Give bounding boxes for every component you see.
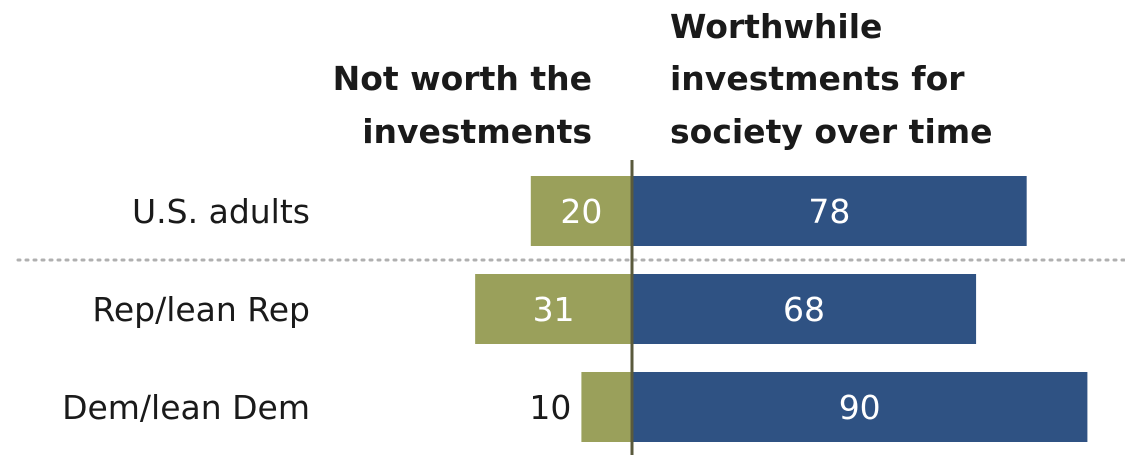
category-label: U.S. adults (132, 192, 310, 231)
right-header-line-3: society over time (670, 112, 993, 151)
left-header-line-1: Not worth the (333, 59, 592, 98)
bar-worthwhile (632, 274, 977, 344)
right-header-line-1: Worthwhile (670, 7, 882, 46)
value-label-worthwhile: 90 (839, 388, 881, 427)
bar-worthwhile (632, 176, 1027, 246)
category-label: Dem/lean Dem (62, 388, 310, 427)
value-label-not-worth: 31 (533, 290, 575, 329)
bar-not-worth (581, 372, 632, 442)
right-header-line-2: investments for (670, 59, 965, 98)
value-label-not-worth: 10 (529, 388, 571, 427)
value-label-worthwhile: 78 (808, 192, 850, 231)
value-label-not-worth: 20 (560, 192, 602, 231)
value-label-worthwhile: 68 (783, 290, 825, 329)
column-headers: Not worth the investments Worthwhile inv… (333, 7, 993, 151)
left-header-line-2: investments (362, 112, 592, 151)
category-label: Rep/lean Rep (92, 290, 310, 329)
bar-not-worth (530, 176, 632, 246)
bar-not-worth (475, 274, 632, 344)
chart-rows: U.S. adults 20 78 Rep/lean Rep 31 68 Dem/lean … (62, 176, 1088, 442)
bar-worthwhile (632, 372, 1088, 442)
